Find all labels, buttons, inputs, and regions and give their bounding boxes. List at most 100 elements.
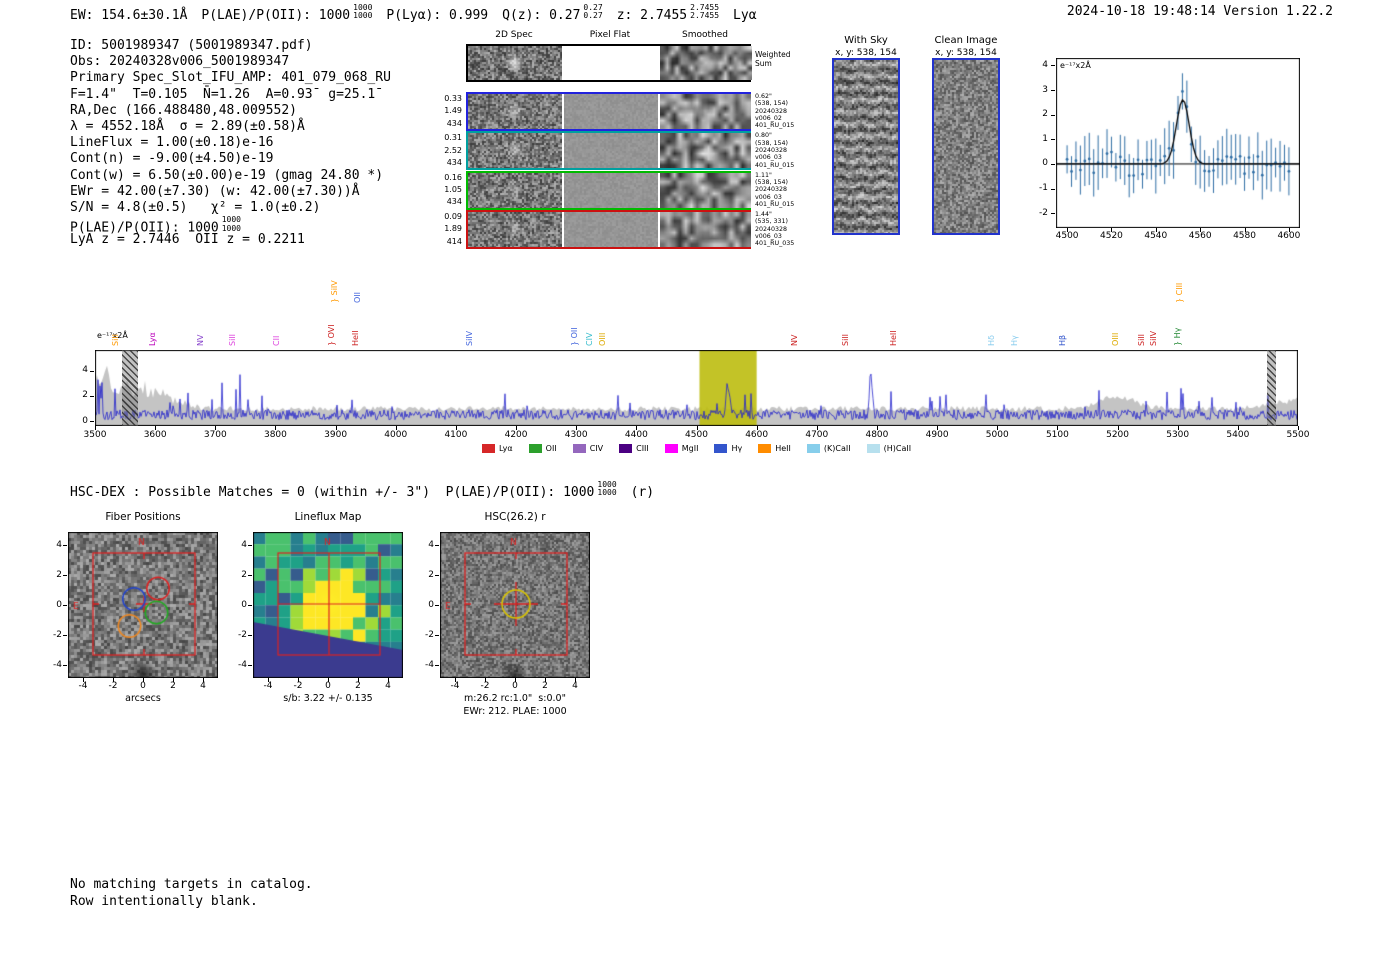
legend-item: Hγ [714, 444, 742, 453]
tick-label: 2 [56, 569, 62, 580]
tick-label: 4600 [1277, 231, 1301, 241]
with-sky-image [834, 60, 898, 233]
frame-info-label: 0.62" [755, 93, 772, 100]
text-segment: z: 2.7455 2.7455 2.7455 [616, 3, 720, 24]
legend-color-swatch [664, 444, 678, 453]
frame-info-label: 1.44" [755, 210, 772, 218]
frame-info-label: 0.80" [755, 132, 772, 140]
frame-info-label: 401_RU_015 [755, 122, 795, 130]
masked-region-hatch [122, 350, 139, 426]
axis-tick [173, 678, 174, 682]
info-line: LineFlux = 1.00(±0.18)e-16 [70, 135, 274, 151]
frame-info-label: (538, 154) [755, 178, 788, 186]
tick-label: -2 [1039, 207, 1048, 218]
timestamp-version: 2024-10-18 19:48:14 Version 1.22.2 [1066, 4, 1333, 19]
stacked-fraction: 1000 1000 [353, 3, 373, 21]
tick-label: 4580 [1233, 231, 1256, 241]
spectral-line-label: } SiIV [330, 280, 340, 303]
info-line: Primary Spec_Slot_IFU_AMP: 401_079_068_R… [70, 70, 391, 86]
tick-label: 0 [56, 599, 62, 610]
axis-tick [455, 678, 456, 682]
frame-info-label: 401_RU_015 [755, 200, 795, 208]
tick-label: 0 [512, 681, 518, 691]
axis-tick [1200, 228, 1202, 232]
axis-tick [1051, 139, 1055, 141]
frame-info-label: 401_RU_035 [755, 240, 795, 248]
spectral-line-label: SiIV [464, 330, 474, 346]
axis-tick [63, 545, 67, 546]
tick-label: 2 [241, 569, 247, 580]
cutout-title: Fiber Positions [105, 511, 181, 523]
amp-stat-label: 0.09 [444, 211, 462, 221]
amp-stat-label: 1.05 [444, 185, 462, 194]
info-line: RA,Dec (166.488480,48.009552) [70, 102, 297, 118]
tick-label: 4540 [1144, 231, 1168, 241]
axis-tick [575, 678, 576, 682]
cutout-xlabel: s/b: 3.22 +/- 0.135 [283, 693, 373, 704]
sky-panel-frame [932, 58, 1000, 235]
legend-label: OII [545, 444, 557, 453]
frame-info-label: 401_RU_015 [755, 161, 795, 169]
cutout-row [466, 170, 751, 210]
axis-tick [328, 678, 329, 682]
tick-label: -4 [425, 659, 434, 670]
legend-item: OII [528, 444, 557, 453]
tick-label: 4700 [805, 430, 829, 440]
legend-label: Hγ [731, 444, 743, 453]
axis-tick [1067, 228, 1069, 232]
spectral-line-label: HeII [350, 330, 360, 346]
axis-tick [155, 426, 157, 430]
tick-label: -2 [53, 629, 62, 640]
axis-tick [1155, 228, 1157, 232]
row-smoothed-image [660, 94, 751, 129]
axis-tick [696, 426, 698, 430]
legend-label: Lyα [498, 444, 513, 453]
legend-label: (H)CaII [883, 444, 912, 453]
text-segment: HSC-DEX : Possible Matches = 0 (within +… [70, 480, 617, 501]
weighted-sum-label: Weighted [755, 50, 791, 59]
text-segment: P(LAE)/P(OII): 1000 1000 1000 [201, 3, 373, 24]
axis-tick [90, 395, 94, 397]
axis-tick [1288, 228, 1290, 232]
axis-tick [937, 426, 939, 430]
spectral-line-label: HeII [888, 330, 898, 346]
tick-label: 4 [56, 539, 62, 550]
tick-label: 5200 [1106, 430, 1129, 440]
tick-label: 4 [200, 681, 206, 691]
row-pixelflat-image [564, 211, 658, 247]
tick-label: 2 [82, 390, 88, 401]
axis-tick [435, 575, 439, 576]
spectral-line-label: OII [352, 291, 362, 303]
tick-label: 4 [82, 365, 88, 376]
tick-label: 2 [355, 681, 361, 691]
spectral-line-label: SiII [228, 333, 238, 346]
spectral-line-label: } OII [570, 327, 580, 346]
tick-label: -1 [1039, 183, 1048, 194]
tick-label: -2 [238, 629, 247, 640]
axis-tick [1298, 426, 1299, 430]
info-line: LyA z = 2.7446 OII z = 0.2211 [70, 232, 305, 248]
tick-label: 3700 [203, 430, 227, 440]
text-segment: EW: 154.6±30.1Å [70, 8, 188, 24]
frame-info-label: v006_03 [755, 154, 782, 162]
tick-label: 4 [572, 681, 578, 691]
cutout-column-title: 2D Spec [495, 30, 533, 40]
tick-label: 0 [82, 415, 88, 426]
row-smoothed-image [660, 133, 751, 169]
spectral-line-legend: Lyα OII CIV CIII MgII Hγ HeII (K)CaII (H)CaII [95, 444, 1298, 453]
tick-label: 3600 [143, 430, 167, 440]
tick-label: 3 [1042, 84, 1048, 95]
row-2dspec-image [468, 133, 562, 169]
zoom-spectrum-canvas [1056, 58, 1300, 228]
row-pixelflat-image [564, 133, 658, 169]
axis-tick [1051, 188, 1055, 190]
tick-label: 4560 [1188, 231, 1212, 241]
summary-header: EW: 154.6±30.1Å P(LAE)/P(OII): 1000 1000 10… [70, 3, 771, 24]
axis-tick [388, 678, 389, 682]
axis-tick [358, 678, 359, 682]
axis-tick [83, 678, 84, 682]
text-segment: P(Lyα): 0.999 [386, 8, 489, 24]
tick-label: -4 [78, 681, 88, 691]
sky-panel-frame [832, 58, 900, 235]
axis-tick [516, 426, 518, 430]
